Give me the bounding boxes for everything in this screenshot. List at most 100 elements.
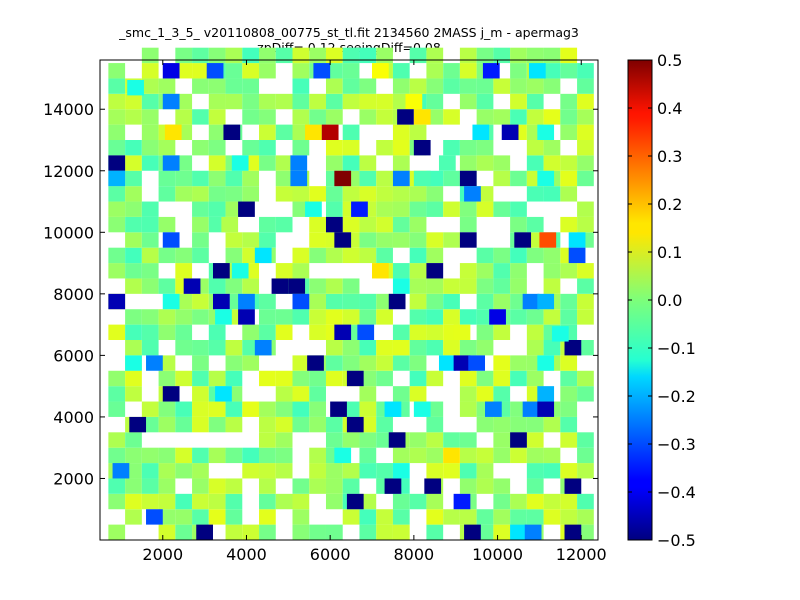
heatmap-cell — [125, 355, 142, 371]
heatmap-cell — [376, 416, 393, 433]
heatmap-cell — [359, 293, 377, 310]
heatmap-cell — [493, 47, 511, 64]
heatmap-cell — [438, 155, 456, 171]
heatmap-cell — [141, 78, 159, 94]
heatmap-cell — [162, 293, 180, 310]
heatmap-cell — [141, 324, 159, 340]
heatmap-cell — [443, 293, 460, 310]
heatmap-cell — [526, 463, 544, 479]
heatmap-cell — [141, 463, 159, 479]
heatmap-cell — [334, 232, 352, 248]
heatmap-cell — [543, 278, 561, 294]
heatmap-cell — [342, 278, 360, 294]
heatmap-cell — [493, 155, 511, 171]
heatmap-cell — [158, 447, 176, 464]
heatmap-cell — [443, 278, 460, 294]
heatmap-cell — [510, 509, 527, 525]
heatmap-cell — [342, 478, 360, 494]
heatmap-cell — [290, 155, 308, 171]
heatmap-cell — [259, 47, 276, 64]
heatmap-cell — [372, 263, 389, 279]
colorbar-tick-label: −0.5 — [657, 531, 696, 550]
heatmap-cell — [225, 170, 243, 187]
heatmap-cell — [476, 324, 494, 340]
heatmap-cell — [376, 524, 393, 540]
heatmap-cell — [476, 78, 494, 94]
heatmap-cell — [325, 524, 343, 540]
heatmap-cell — [158, 370, 176, 387]
heatmap-cell — [510, 355, 527, 371]
heatmap-cell — [309, 447, 326, 464]
heatmap-cell — [453, 324, 471, 340]
heatmap-cell — [313, 63, 331, 79]
heatmap-cell — [125, 109, 142, 125]
heatmap-cell — [510, 216, 527, 233]
heatmap-cell — [359, 386, 377, 402]
y-axis: 2000 4000 6000 8000 10000 12000 14000 — [43, 100, 598, 488]
heatmap-cell — [141, 63, 159, 79]
heatmap-cell — [359, 247, 377, 264]
heatmap-cell — [376, 186, 393, 202]
heatmap-cell — [141, 401, 159, 417]
plot-frame — [99, 59, 599, 541]
heatmap-cell — [543, 263, 561, 279]
heatmap-cell — [443, 63, 460, 79]
heatmap-cell — [501, 124, 519, 140]
heatmap-cell — [351, 201, 368, 217]
heatmap-cell — [564, 340, 582, 356]
heatmap-cell — [208, 493, 226, 510]
heatmap-cell — [476, 47, 494, 64]
heatmap-cell — [158, 324, 176, 340]
heatmap-cell — [141, 109, 159, 125]
heatmap-cell — [225, 232, 243, 248]
heatmap-cell — [493, 370, 511, 387]
heatmap-cell — [577, 216, 594, 233]
heatmap-cell — [409, 278, 427, 294]
heatmap-cell — [259, 293, 276, 310]
heatmap-cell — [275, 324, 293, 340]
heatmap-cell — [325, 78, 343, 94]
heatmap-cell — [290, 170, 308, 187]
heatmap-cell — [493, 416, 511, 433]
heatmap-cell — [162, 63, 180, 79]
heatmap-cell — [208, 186, 226, 202]
heatmap-cell — [325, 278, 343, 294]
heatmap-cell — [443, 509, 460, 525]
heatmap-cell — [141, 263, 159, 279]
heatmap-cell — [577, 278, 594, 294]
heatmap-cell — [309, 216, 326, 233]
heatmap-cell — [476, 509, 494, 525]
colorbar-tick-label: 0.1 — [657, 243, 682, 262]
heatmap-cell — [493, 324, 511, 340]
heatmap-cell — [560, 93, 578, 110]
colorbar-tick-label: 0.4 — [657, 99, 682, 118]
heatmap-cell — [309, 293, 326, 310]
heatmap-cell — [342, 247, 360, 264]
heatmap-cell — [577, 309, 594, 325]
heatmap-cell — [409, 386, 427, 402]
heatmap-cell — [309, 186, 326, 202]
heatmap-cell — [426, 324, 444, 340]
heatmap-cell — [493, 447, 511, 464]
heatmap-cell — [259, 124, 276, 140]
chart-title: _smc_1_3_5_ v20110808_00775_st_tl.fit 21… — [119, 25, 579, 40]
heatmap-cell — [175, 170, 193, 187]
heatmap-cell — [468, 355, 486, 371]
heatmap-cell — [292, 293, 310, 310]
heatmap-cell — [225, 93, 243, 110]
heatmap-cell — [342, 216, 360, 233]
heatmap-cell — [392, 463, 410, 479]
heatmap-cell — [409, 447, 427, 464]
heatmap-cell — [426, 340, 444, 356]
heatmap-cell — [225, 278, 243, 294]
heatmap-cell — [206, 63, 224, 79]
heatmap-cell — [225, 493, 243, 510]
heatmap-cell — [242, 170, 260, 187]
heatmap-cell — [192, 478, 209, 494]
heatmap-cell — [325, 109, 343, 125]
heatmap-cell — [158, 170, 176, 187]
heatmap-cell — [577, 386, 594, 402]
colorbar-tick-label: 0.2 — [657, 195, 682, 214]
heatmap-cell — [551, 326, 569, 342]
heatmap-cell — [192, 109, 209, 125]
